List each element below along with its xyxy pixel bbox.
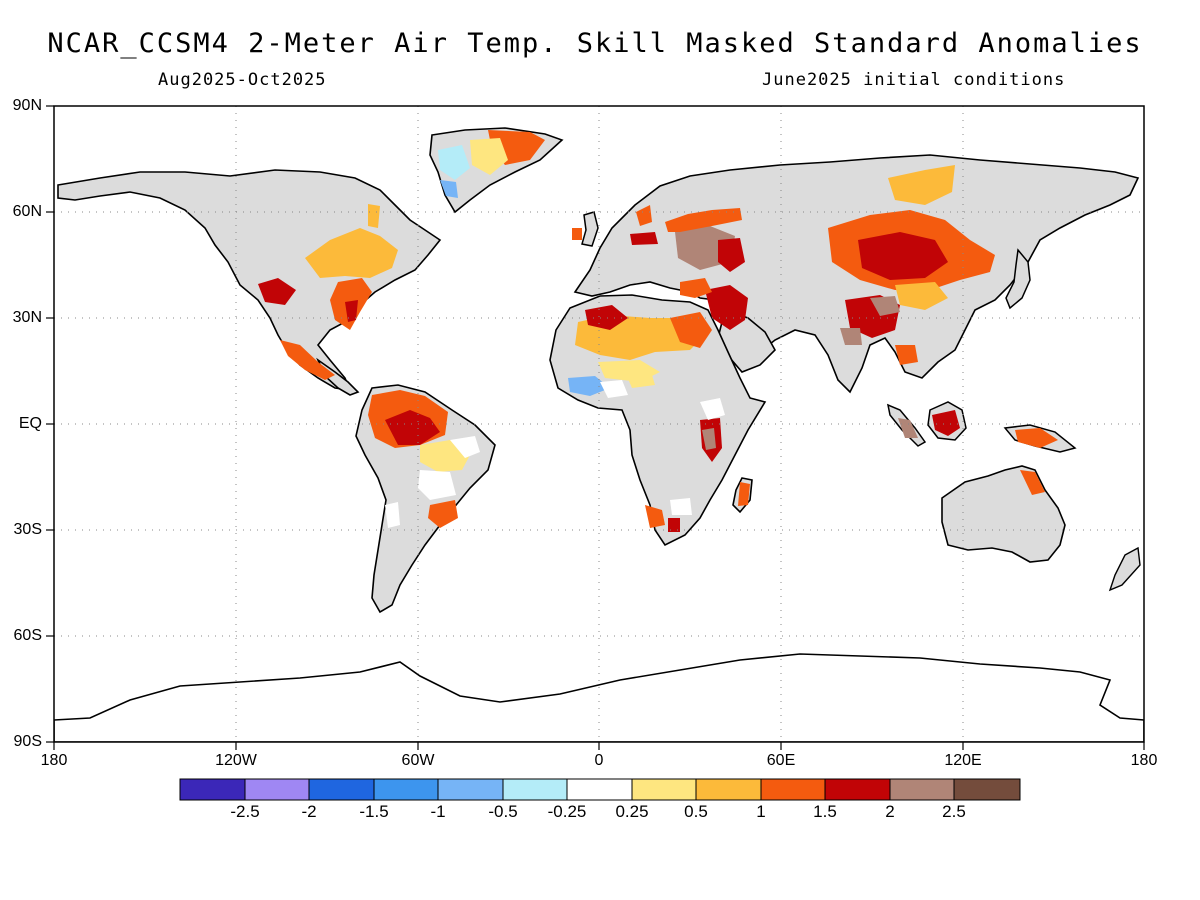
colorbar-label: 1.5 [813, 802, 837, 821]
brazil-interior-neutral [418, 470, 456, 500]
new-guinea-anomaly [1015, 428, 1058, 448]
scandinavia-anomaly [636, 205, 652, 226]
china-anomaly [895, 282, 948, 310]
lon-label-180e: 180 [1130, 752, 1158, 769]
lat-label-90s: 90S [13, 733, 42, 750]
lon-label-0: 0 [594, 752, 604, 769]
africa-landmass [549, 294, 767, 547]
continents [54, 127, 1144, 742]
south-africa-anomaly [668, 518, 680, 532]
colorbar-swatch-8 [631, 778, 697, 801]
colorbar-label: 0.25 [615, 802, 649, 821]
colorbar-swatch-10 [760, 778, 826, 801]
west-africa-neutral [600, 380, 628, 398]
lon-label-180w: 180 [40, 752, 68, 769]
middle-east-anomaly [705, 285, 748, 330]
uk-anomaly [572, 228, 582, 240]
brazil-neutral-patch [450, 436, 480, 458]
turkey-anomaly [680, 278, 712, 298]
colorbar-swatch-7 [566, 778, 633, 801]
east-africa-brown-anomaly [702, 428, 716, 450]
anomaly-patches [258, 130, 1058, 532]
borneo-anomaly [932, 410, 960, 436]
northwest-africa-anomaly [585, 305, 628, 330]
lat-label-30s: 30S [13, 521, 42, 538]
colorbar-swatch-1 [179, 778, 246, 801]
tibet-brown-anomaly [870, 296, 900, 316]
colorbar-swatch-2 [244, 778, 310, 801]
north-america-landmass [57, 169, 442, 391]
colorbar-swatch-4 [373, 778, 439, 801]
lat-label-60n: 60N [12, 203, 42, 220]
southern-africa-anomaly [645, 505, 665, 528]
eastern-europe-orange-ring [665, 208, 742, 232]
north-australia-anomaly [1020, 470, 1045, 495]
argentina-neutral [385, 502, 400, 528]
forecast-period: Aug2025-Oct2025 [158, 70, 327, 90]
colorbar-label: -2.5 [230, 802, 260, 821]
map-title: NCAR_CCSM4 2-Meter Air Temp. Skill Maske… [47, 28, 1143, 59]
lon-label-60w: 60W [401, 752, 435, 769]
florida-anomaly [345, 300, 358, 322]
western-us-anomaly [258, 278, 296, 305]
colorbar-label: -0.5 [488, 802, 518, 821]
southern-africa-neutral [670, 498, 692, 515]
india-north-anomaly [840, 328, 862, 345]
japan [1005, 248, 1031, 310]
mexico-anomaly [280, 340, 335, 380]
greenland-south-anomaly [440, 180, 458, 198]
lon-label-120w: 120W [215, 752, 257, 769]
colorbar-label: -1 [430, 802, 446, 821]
west-africa-anomaly [568, 376, 610, 396]
colorbar-label: 2.5 [942, 802, 966, 821]
lat-label-90n: 90N [12, 97, 42, 114]
axis-ticks [46, 105, 1145, 750]
colorbar-label: -0.25 [547, 802, 587, 821]
horn-africa-neutral [700, 398, 725, 420]
colorbar-label: -1.5 [359, 802, 389, 821]
colorbar-label: 2 [885, 802, 895, 821]
colorbar-swatch-13 [953, 778, 1021, 801]
central-europe-anomaly [630, 232, 658, 245]
sumatra-anomaly [898, 418, 918, 438]
colorbar-swatch-9 [695, 778, 762, 801]
colorbar-swatch-12 [889, 778, 955, 801]
eastern-north-america-anomaly [305, 228, 398, 278]
colorbar-swatch-11 [824, 778, 891, 801]
greenland-west-anomaly [438, 145, 470, 180]
mongolia-anomaly [858, 232, 948, 280]
colorbar-swatch-3 [308, 778, 375, 801]
colorbar-label: 1 [756, 802, 766, 821]
lat-label-eq: EQ [18, 415, 42, 432]
colorbar-swatch-5 [437, 778, 504, 801]
lat-label-60s: 60S [13, 627, 42, 644]
southeast-asia-anomaly [895, 345, 918, 365]
initial-conditions: June2025 initial conditions [762, 70, 1066, 90]
colorbar-label: 0.5 [684, 802, 708, 821]
colorbar-swatch-6 [502, 778, 568, 801]
colorbar [179, 778, 1021, 801]
ukraine-anomaly [718, 238, 745, 272]
new-zealand [1108, 546, 1141, 592]
lon-label-120e: 120E [944, 752, 982, 769]
siberia-anomaly [888, 165, 955, 205]
colorbar-label: -2 [301, 802, 317, 821]
lat-label-30n: 30N [12, 309, 42, 326]
amazon-anomaly [385, 410, 440, 445]
chad-anomaly [625, 368, 655, 388]
egypt-anomaly [670, 312, 712, 348]
lon-label-60e: 60E [766, 752, 796, 769]
greenland-central-anomaly [470, 138, 508, 175]
madagascar-anomaly [738, 482, 750, 506]
great-lakes-anomaly [368, 204, 380, 228]
southern-brazil-anomaly [428, 500, 458, 528]
graticule [54, 106, 1144, 742]
antarctica [54, 653, 1144, 742]
